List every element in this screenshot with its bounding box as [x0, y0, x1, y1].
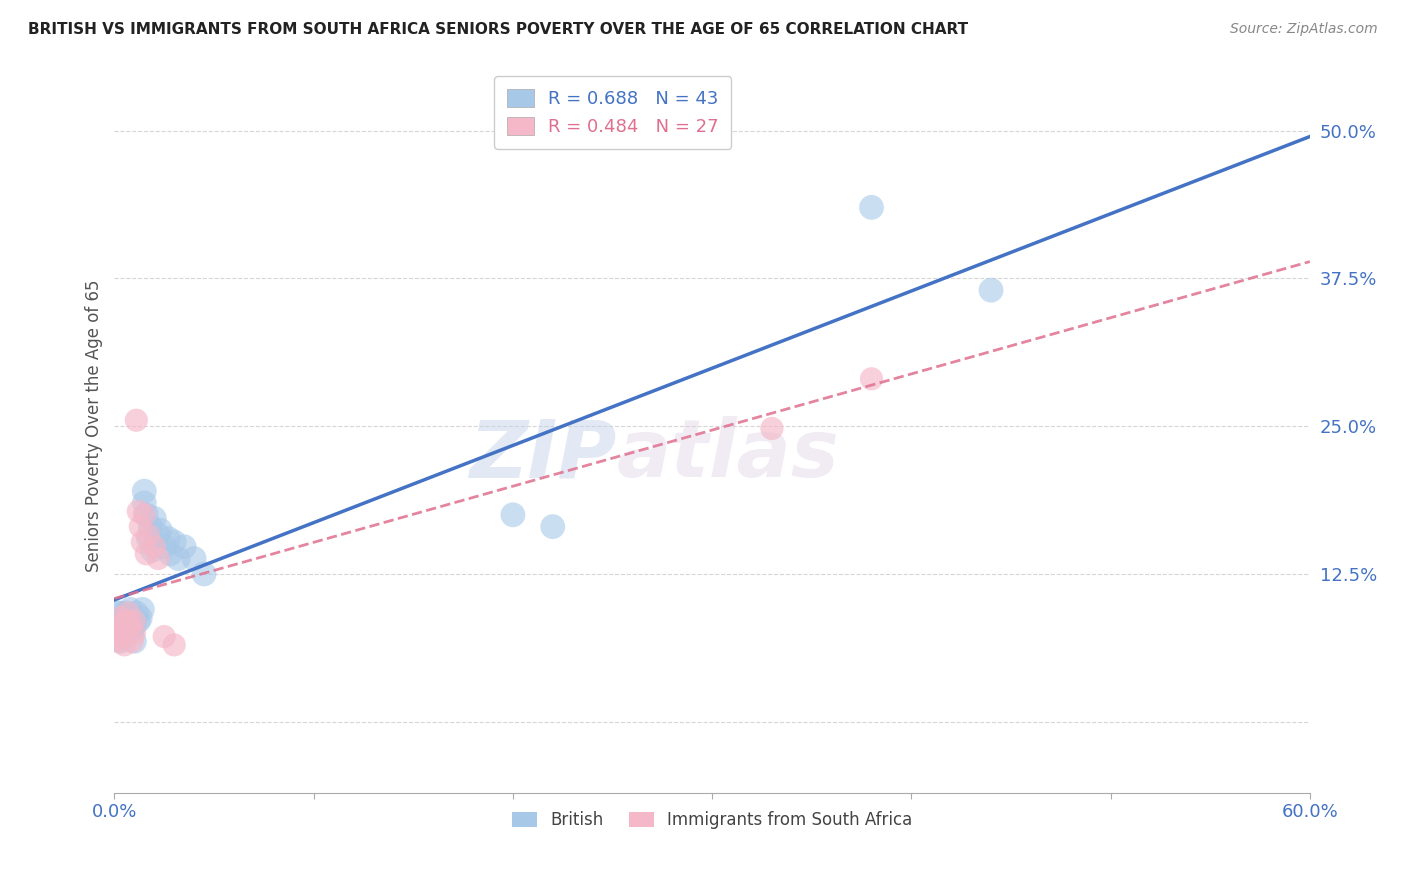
Point: [149, 523, 172, 537]
Point: [135, 508, 157, 522]
Point: [121, 634, 143, 648]
Point: [124, 617, 146, 632]
Point: [153, 540, 176, 554]
Point: [761, 421, 783, 435]
Point: [124, 626, 146, 640]
Point: [110, 610, 132, 624]
Point: [115, 606, 138, 620]
Text: Source: ZipAtlas.com: Source: ZipAtlas.com: [1230, 22, 1378, 37]
Point: [134, 484, 156, 499]
Point: [129, 519, 152, 533]
Point: [131, 602, 153, 616]
Point: [121, 623, 143, 637]
Point: [148, 551, 170, 566]
Point: [136, 528, 159, 542]
Legend: British, Immigrants from South Africa: British, Immigrants from South Africa: [505, 805, 920, 836]
Point: [134, 508, 156, 522]
Point: [124, 634, 146, 648]
Point: [163, 638, 186, 652]
Point: [183, 551, 205, 566]
Point: [159, 547, 181, 561]
Point: [124, 614, 146, 628]
Text: BRITISH VS IMMIGRANTS FROM SOUTH AFRICA SENIORS POVERTY OVER THE AGE OF 65 CORRE: BRITISH VS IMMIGRANTS FROM SOUTH AFRICA …: [28, 22, 969, 37]
Point: [115, 626, 138, 640]
Point: [111, 626, 134, 640]
Point: [105, 614, 128, 628]
Point: [143, 511, 166, 525]
Point: [105, 623, 128, 637]
Point: [110, 634, 132, 648]
Point: [120, 602, 142, 616]
Point: [120, 617, 142, 632]
Point: [173, 540, 195, 554]
Point: [112, 610, 135, 624]
Point: [112, 638, 135, 652]
Point: [193, 566, 215, 581]
Point: [120, 623, 142, 637]
Point: [141, 543, 163, 558]
Point: [127, 504, 149, 518]
Point: [502, 508, 524, 522]
Point: [110, 626, 132, 640]
Point: [107, 606, 129, 620]
Point: [125, 413, 148, 427]
Point: [107, 623, 129, 637]
Point: [131, 535, 153, 549]
Point: [110, 630, 132, 644]
Point: [148, 528, 170, 542]
Point: [129, 610, 152, 624]
Point: [157, 532, 180, 546]
Point: [115, 614, 138, 628]
Point: [117, 606, 139, 620]
Point: [111, 630, 134, 644]
Point: [107, 617, 129, 632]
Point: [143, 540, 166, 554]
Point: [112, 620, 135, 634]
Y-axis label: Seniors Poverty Over the Age of 65: Seniors Poverty Over the Age of 65: [86, 280, 103, 573]
Text: ZIP: ZIP: [470, 417, 616, 494]
Point: [121, 610, 143, 624]
Point: [125, 606, 148, 620]
Point: [117, 614, 139, 628]
Text: atlas: atlas: [616, 417, 839, 494]
Point: [112, 623, 135, 637]
Point: [107, 634, 129, 648]
Point: [134, 496, 156, 510]
Point: [541, 519, 564, 533]
Point: [111, 617, 134, 632]
Point: [167, 551, 190, 566]
Point: [139, 519, 162, 533]
Point: [127, 614, 149, 628]
Point: [136, 532, 159, 546]
Point: [163, 535, 186, 549]
Point: [980, 283, 1002, 297]
Point: [135, 547, 157, 561]
Point: [860, 201, 883, 215]
Point: [860, 372, 883, 386]
Point: [153, 630, 176, 644]
